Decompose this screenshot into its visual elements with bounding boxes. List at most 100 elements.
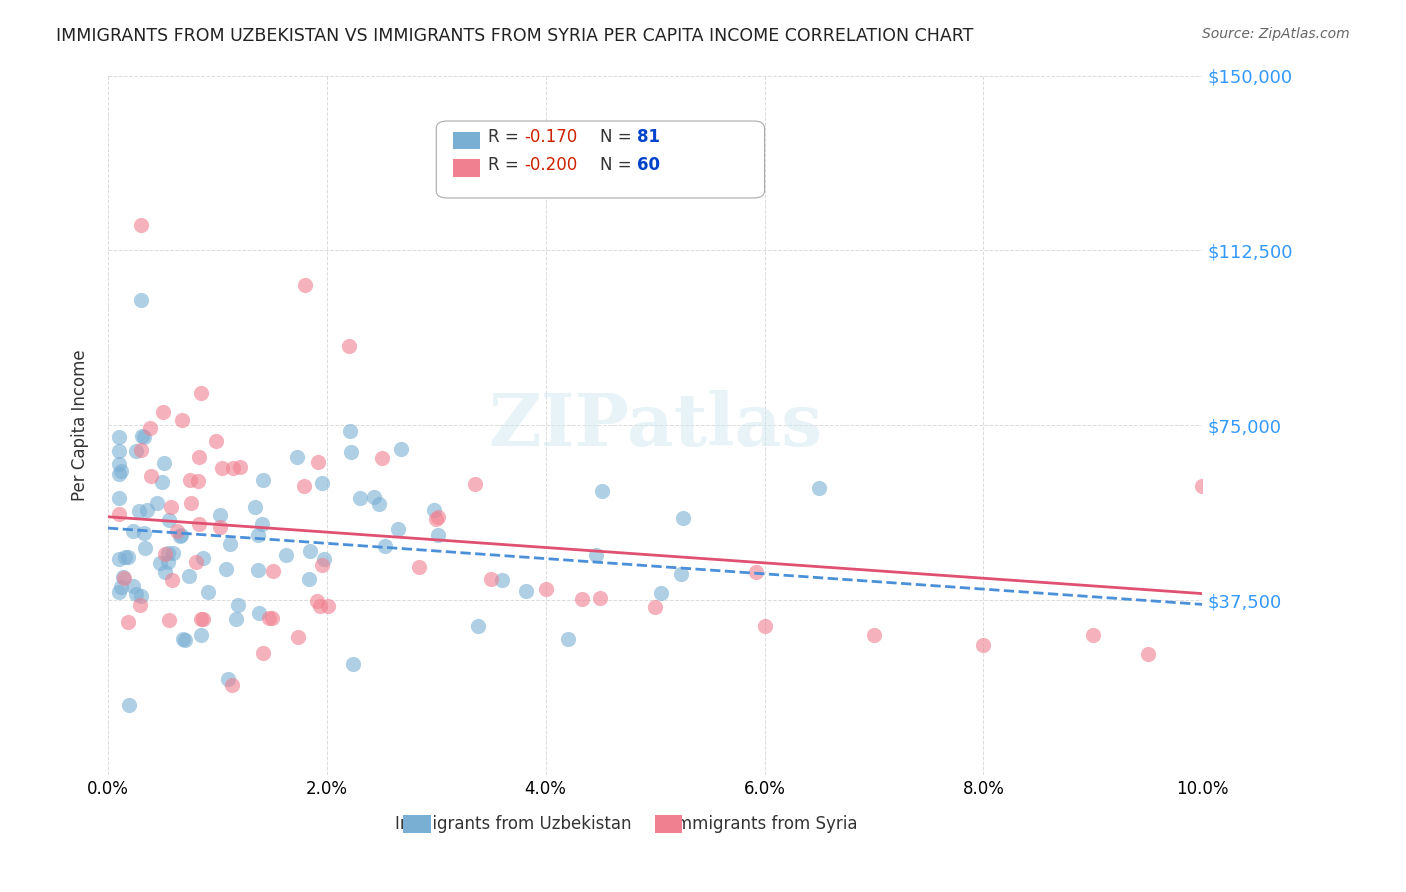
Point — [153, 547, 176, 561]
Text: 60: 60 — [637, 156, 659, 174]
Point — [246, 527, 269, 541]
Point — [152, 405, 174, 419]
Point — [585, 548, 607, 562]
Point — [298, 573, 321, 587]
Bar — [453, 131, 479, 149]
Text: R =: R = — [488, 128, 523, 146]
Point — [190, 628, 212, 642]
Point — [134, 541, 156, 555]
Point — [215, 562, 238, 576]
Point — [129, 293, 152, 308]
Point — [292, 479, 315, 493]
Point — [672, 511, 695, 525]
Point — [108, 491, 131, 506]
Point — [153, 456, 176, 470]
Point — [110, 464, 132, 478]
Point — [808, 481, 831, 495]
Point — [108, 467, 131, 481]
Point — [374, 539, 396, 553]
Point — [245, 500, 267, 514]
Point — [339, 424, 361, 438]
Point — [219, 537, 242, 551]
Point — [389, 442, 412, 456]
Point — [427, 509, 450, 524]
Text: Source: ZipAtlas.com: Source: ZipAtlas.com — [1202, 27, 1350, 41]
Point — [139, 468, 162, 483]
Point — [179, 473, 201, 487]
Point — [156, 555, 179, 569]
Point — [349, 491, 371, 505]
Point — [188, 450, 211, 464]
Point — [184, 555, 207, 569]
Point — [170, 413, 193, 427]
Point — [114, 550, 136, 565]
Text: Immigrants from Uzbekistan: Immigrants from Uzbekistan — [395, 815, 631, 833]
Point — [515, 584, 537, 599]
Point — [1136, 647, 1159, 661]
Point — [252, 646, 274, 660]
Point — [108, 444, 131, 458]
Text: R =: R = — [488, 156, 523, 174]
Point — [534, 582, 557, 596]
Point — [745, 566, 768, 580]
Point — [754, 619, 776, 633]
Point — [159, 500, 181, 514]
Text: -0.200: -0.200 — [524, 156, 576, 174]
Point — [464, 477, 486, 491]
Point — [425, 512, 447, 526]
Point — [252, 473, 274, 487]
Point — [128, 598, 150, 612]
Point — [159, 613, 181, 627]
Point — [226, 598, 249, 612]
Point — [285, 450, 308, 464]
Point — [129, 590, 152, 604]
Point — [187, 475, 209, 489]
Text: IMMIGRANTS FROM UZBEKISTAN VS IMMIGRANTS FROM SYRIA PER CAPITA INCOME CORRELATIO: IMMIGRANTS FROM UZBEKISTAN VS IMMIGRANTS… — [56, 27, 973, 45]
Point — [108, 507, 131, 521]
Point — [197, 585, 219, 599]
Point — [170, 528, 193, 542]
Point — [190, 386, 212, 401]
Point — [1191, 479, 1213, 493]
Point — [190, 612, 212, 626]
Point — [311, 558, 333, 572]
Point — [307, 455, 329, 469]
Point — [204, 434, 226, 448]
Bar — [404, 815, 430, 833]
Point — [972, 638, 994, 652]
Point — [262, 565, 284, 579]
Point — [160, 574, 183, 588]
Point — [250, 517, 273, 532]
Point — [591, 484, 613, 499]
Bar — [655, 815, 682, 833]
Point — [108, 551, 131, 566]
Point — [128, 504, 150, 518]
Point — [211, 460, 233, 475]
Point — [228, 459, 250, 474]
Point — [112, 570, 135, 584]
Point — [157, 513, 180, 527]
Text: 81: 81 — [637, 128, 659, 146]
Point — [118, 698, 141, 713]
Point — [368, 497, 391, 511]
Point — [121, 524, 143, 538]
Point — [177, 569, 200, 583]
Point — [225, 612, 247, 626]
Point — [122, 579, 145, 593]
Point — [129, 218, 152, 232]
Text: N =: N = — [600, 128, 637, 146]
Point — [188, 516, 211, 531]
Point — [169, 529, 191, 543]
Text: ZIPatlas: ZIPatlas — [488, 390, 823, 461]
Point — [650, 586, 672, 600]
Point — [644, 600, 666, 615]
Point — [125, 587, 148, 601]
Text: -0.170: -0.170 — [524, 128, 576, 146]
Point — [571, 591, 593, 606]
Point — [108, 430, 131, 444]
FancyBboxPatch shape — [436, 121, 765, 198]
Point — [260, 611, 283, 625]
Point — [108, 457, 131, 471]
Point — [308, 599, 330, 613]
Point — [671, 567, 693, 582]
